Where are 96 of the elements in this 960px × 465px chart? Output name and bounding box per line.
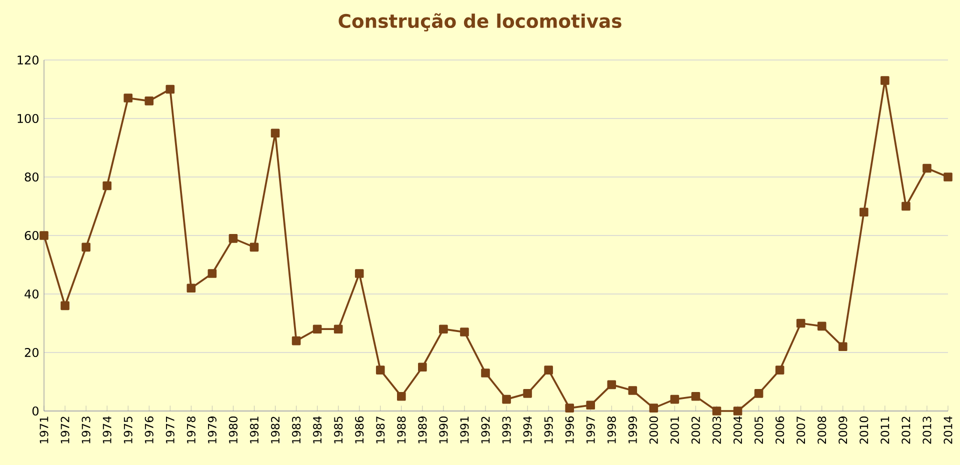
point [523,389,532,398]
x-tick-label: 1987 [376,416,385,444]
y-tick-label: 120 [18,55,38,65]
y-tick-label: 0 [32,406,38,416]
chart-title: Construção de locomotivas [338,13,622,32]
point [649,404,658,412]
point [502,394,511,404]
x-tick-label: 1975 [124,416,132,444]
point [334,324,343,334]
x-tick-label: 2000 [649,416,658,444]
point [796,318,806,328]
x-tick-label: 2014 [944,416,952,444]
x-tick-label: 1985 [334,416,343,444]
point [712,406,722,416]
x-tick-label: 1998 [607,416,616,444]
x-tick-label: 2005 [754,416,764,444]
x-tick-label: 1974 [102,416,112,444]
x-tick-label: 1984 [313,416,322,444]
point [60,301,70,310]
x-tick-label: 1980 [228,416,238,444]
x-tick-label: 1989 [418,416,427,444]
x-tick-label: 1988 [397,416,406,444]
x-tick-label: 1994 [523,416,532,444]
x-tick-label: 1983 [292,416,301,444]
point [481,368,490,378]
x-tick-label: 1991 [460,416,469,444]
point [607,380,616,390]
x-tick-label: 1993 [502,416,511,444]
x-tick-label: 1992 [481,416,490,444]
point [670,394,680,404]
point [166,84,175,94]
x-tick-label: 2004 [733,416,742,444]
y-tick-label: 100 [18,114,38,124]
y-tick-label: 20 [24,348,38,358]
point [733,406,742,416]
point [880,76,890,85]
y-tick-label: 60 [24,230,38,240]
x-tick-label: 2013 [922,416,932,444]
x-tick-label: 2010 [860,416,868,444]
point [250,242,259,252]
point [292,336,301,346]
x-tick-label: 2008 [818,416,826,444]
point [944,172,952,182]
point [376,366,385,374]
y-tick-label: 80 [24,172,38,182]
point [102,181,112,190]
point [586,400,596,410]
x-tick-label: 2003 [712,416,722,444]
point [418,362,427,372]
x-tick-label: 1986 [355,416,364,444]
x-tick-label: 1981 [250,416,259,444]
point [775,366,784,374]
x-tick-label: 2006 [776,416,784,444]
x-tick-label: 1995 [544,416,553,444]
x-tick-label: 1976 [144,416,154,444]
point [208,269,217,278]
point [82,242,90,252]
x-tick-label: 1971 [40,416,48,444]
point [270,128,280,138]
x-tick-label: 2009 [838,416,848,444]
x-tick-label: 1973 [82,416,90,444]
x-tick-label: 2002 [691,416,700,444]
x-tick-label: 1979 [208,416,216,444]
x-tick-label: 1996 [565,416,574,444]
point [544,366,553,374]
x-tick-label: 1990 [439,416,448,444]
point [186,284,196,293]
point [754,389,764,398]
point [817,322,826,331]
y-tick-label: 40 [24,289,38,299]
x-tick-label: 1997 [586,416,595,444]
point [922,164,932,173]
point [902,202,910,211]
point [691,392,700,401]
point [40,231,48,240]
point [628,386,638,395]
point [860,208,868,217]
x-tick-label: 1977 [166,416,174,444]
point [565,404,574,412]
point [838,342,848,352]
x-tick-label: 2001 [670,416,679,444]
point [354,269,364,278]
x-tick-label: 1982 [270,416,280,444]
point [439,324,448,334]
point [312,324,322,334]
point [460,328,469,336]
x-tick-label: 2011 [880,416,890,444]
point [144,96,154,106]
point [396,392,406,401]
x-tick-label: 2007 [796,416,806,444]
x-tick-label: 1978 [186,416,196,444]
point [124,94,132,102]
x-tick-label: 1972 [60,416,70,444]
x-tick-label: 1999 [628,416,637,444]
x-tick-label: 2012 [902,416,910,444]
point [228,234,238,243]
